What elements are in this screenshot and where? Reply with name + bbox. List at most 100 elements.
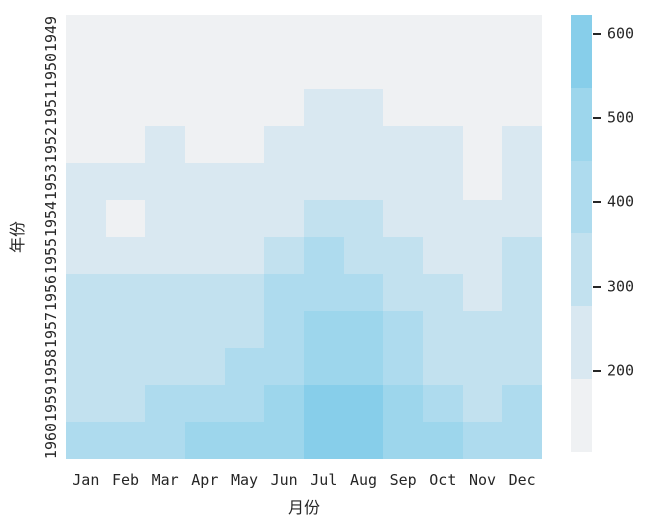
heatmap-cell [105, 200, 146, 237]
heatmap-cell [185, 274, 225, 311]
y-tick-label: 1955 [42, 237, 60, 274]
heatmap-cell [145, 15, 185, 52]
heatmap-cell [502, 163, 542, 200]
x-tick-label: May [230, 471, 259, 489]
colorbar-band [571, 379, 592, 452]
heatmap-cell [462, 274, 503, 311]
heatmap-cell [145, 422, 185, 459]
heatmap-cell [502, 15, 542, 52]
heatmap-cell [264, 15, 304, 52]
heatmap-cell [423, 163, 463, 200]
colorbar-tick-mark [593, 285, 601, 288]
colorbar-tick-mark [593, 201, 601, 204]
x-axis-title: 月份 [287, 498, 321, 517]
heatmap-cell [343, 15, 384, 52]
x-tick-label: Oct [429, 471, 457, 489]
heatmap-cell [304, 348, 344, 385]
heatmap-cell [343, 163, 384, 200]
heatmap-cell [224, 422, 265, 459]
y-tick-label: 1953 [42, 163, 60, 200]
heatmap-cell [462, 422, 503, 459]
y-tick-label: 1949 [42, 15, 60, 52]
heatmap-cell [105, 126, 146, 163]
y-tick-label: 1952 [42, 126, 60, 163]
heatmap-cell [423, 89, 463, 126]
colorbar-tick-value: 500 [607, 108, 635, 127]
x-tick-label: Jul [310, 471, 338, 489]
heatmap-cell [105, 163, 146, 200]
heatmap-cell [105, 274, 146, 311]
colorbar-tick-value: 400 [607, 192, 635, 211]
colorbar-tick-value: 300 [607, 277, 635, 296]
heatmap-cell [423, 15, 463, 52]
heatmap-cell [145, 89, 185, 126]
heatmap-cell [383, 385, 423, 422]
colorbar-band [571, 233, 592, 307]
heatmap-cell [423, 274, 463, 311]
heatmap-cell [383, 126, 423, 163]
heatmap-cell [185, 163, 225, 200]
heatmap-cell [66, 274, 106, 311]
heatmap-cell [185, 89, 225, 126]
heatmap-cell [185, 348, 225, 385]
heatmap-cell [383, 422, 423, 459]
y-axis-title: 年份 [8, 220, 27, 254]
heatmap-cell [343, 52, 384, 89]
heatmap-cell [264, 422, 304, 459]
heatmap-cell [185, 52, 225, 89]
y-tick-label: 1954 [42, 200, 60, 237]
heatmap-cell [66, 52, 106, 89]
heatmap-cell [462, 15, 503, 52]
heatmap-cell [105, 89, 146, 126]
heatmap-cell [502, 385, 542, 422]
heatmap-cell [264, 385, 304, 422]
heatmap-cell [502, 126, 542, 163]
heatmap-cell [343, 311, 384, 348]
heatmap-cell [66, 422, 106, 459]
heatmap-cell [185, 385, 225, 422]
heatmap-cell [423, 200, 463, 237]
x-tick-label: Aug [349, 471, 378, 489]
heatmap-cell [105, 237, 146, 274]
heatmap-cell [423, 126, 463, 163]
heatmap-cell [145, 237, 185, 274]
heatmap-cell [343, 422, 384, 459]
heatmap-cell [66, 200, 106, 237]
heatmap-cell [304, 200, 344, 237]
x-tick-label: Jan [72, 471, 100, 489]
heatmap-cell [304, 237, 344, 274]
heatmap-cell [105, 348, 146, 385]
heatmap-cell [383, 200, 423, 237]
heatmap-cell [264, 311, 304, 348]
heatmap-cell [502, 52, 542, 89]
heatmap-cell [145, 274, 185, 311]
heatmap-cell [66, 89, 106, 126]
heatmap-cell [462, 385, 503, 422]
heatmap-cell [502, 89, 542, 126]
heatmap-cell [145, 311, 185, 348]
heatmap-cell [145, 52, 185, 89]
heatmap-cell [224, 237, 265, 274]
heatmap-cell [383, 348, 423, 385]
heatmap-cell [145, 385, 185, 422]
heatmap-cell [224, 52, 265, 89]
heatmap-cell [304, 52, 344, 89]
heatmap-cell [264, 348, 304, 385]
x-tick-label: Jun [270, 471, 298, 489]
heatmap-cell [224, 348, 265, 385]
heatmap-cell [185, 200, 225, 237]
x-tick-label: Dec [508, 471, 536, 489]
heatmap-cell [502, 311, 542, 348]
heatmap-cell [304, 274, 344, 311]
x-tick-label: Sep [389, 471, 417, 489]
heatmap-cell [304, 89, 344, 126]
colorbar-tick-value: 200 [607, 361, 635, 380]
heatmap-cell [304, 163, 344, 200]
heatmap-cell [304, 15, 344, 52]
y-tick-label: 1958 [42, 348, 60, 385]
heatmap-cell [66, 15, 106, 52]
heatmap-cell [66, 126, 106, 163]
heatmap-cell [502, 274, 542, 311]
heatmap-cell [264, 237, 304, 274]
heatmap-cell [185, 422, 225, 459]
